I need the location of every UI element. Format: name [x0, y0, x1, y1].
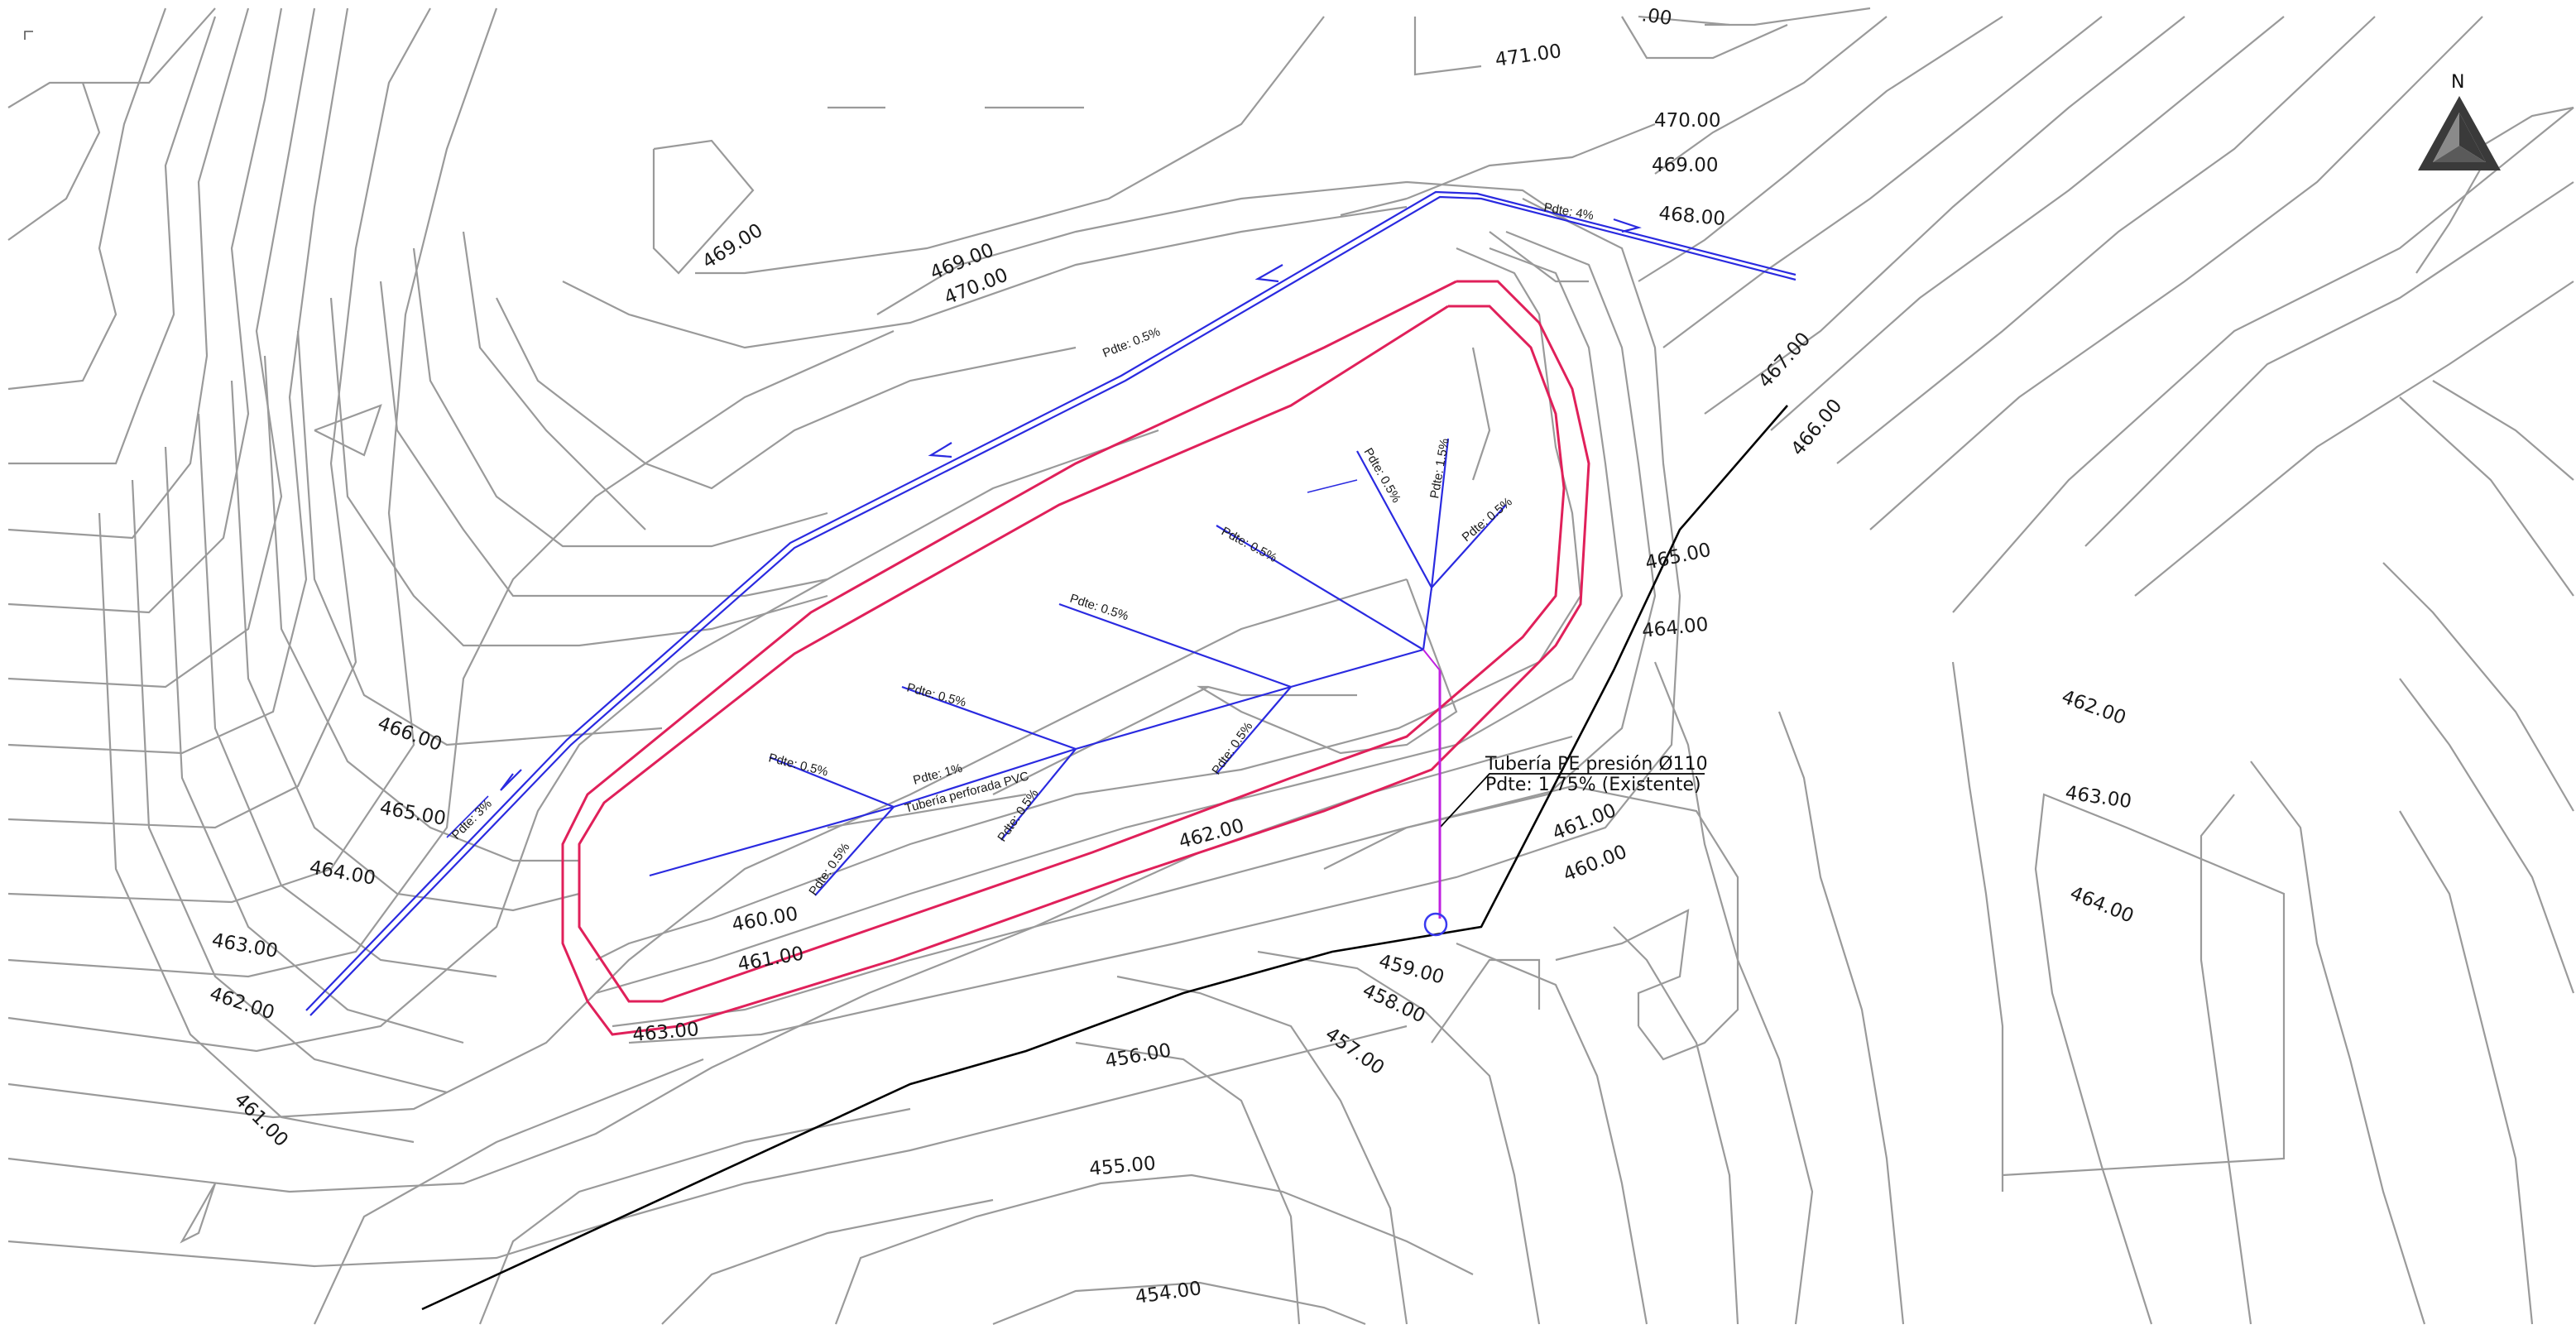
pond-boundary	[561, 280, 1590, 1036]
slope-label: Pdte: 0.5%	[905, 680, 967, 709]
north-label: N	[2451, 72, 2464, 93]
contour-label: 464.00	[308, 857, 377, 890]
contour-label: 468.00	[1657, 203, 1725, 230]
north-arrow-icon: N	[2418, 72, 2501, 170]
existing-pe-pipe[interactable]	[421, 405, 1788, 1311]
outlet-manhole[interactable]	[1423, 912, 1448, 937]
contour-label: 461.00	[1550, 799, 1619, 844]
contour-label: 460.00	[1561, 841, 1630, 885]
contour-label: 465.00	[378, 797, 448, 830]
outlet-pipe[interactable]	[1422, 649, 1442, 919]
slope-label: Pdte: 0.5%	[1101, 324, 1162, 360]
contour-lines	[7, 7, 2575, 1326]
contour-label: 464.00	[2067, 882, 2137, 927]
contour-label: 469.00	[1652, 155, 1718, 176]
contour-label: 459.00	[1376, 951, 1446, 989]
contour-label: 462.00	[2059, 686, 2129, 729]
contour-label: 454.00	[1134, 1278, 1202, 1308]
contour-label: 462.00	[207, 983, 277, 1025]
contour-label: 470.00	[1654, 110, 1720, 132]
slope-label: Pdte: 1%	[912, 761, 964, 788]
contour-label: 465.00	[1643, 540, 1713, 574]
slope-labels: Pdte: 4% Pdte: 0.5% Pdte: 3% Pdte: 0.5% …	[449, 200, 1595, 898]
contour-label: 455.00	[1088, 1153, 1156, 1180]
slope-label: Pdte: 0.5%	[1219, 525, 1279, 565]
slope-label: Pdte: 0.5%	[1209, 719, 1255, 777]
partial-label: .00	[1640, 4, 1673, 30]
drainage-pipes[interactable]	[305, 190, 1796, 1016]
contour-label: 466.00	[1787, 395, 1847, 459]
existing-pipe-name: Tubería PE presión Ø110	[1485, 754, 1708, 775]
contour-label: 467.00	[1754, 329, 1815, 392]
slope-label: Pdte: 0.5%	[767, 751, 829, 779]
existing-pipe-note: Tubería PE presión Ø110 Pdte: 1.75% (Exi…	[1485, 754, 1708, 795]
contour-label: 463.00	[2064, 782, 2132, 813]
contour-label: 456.00	[1104, 1039, 1173, 1073]
existing-pipe-slope: Pdte: 1.75% (Existente)	[1485, 775, 1701, 795]
slope-label: Pdte: 1.5%	[1427, 437, 1451, 499]
contour-label: 464.00	[1641, 614, 1710, 642]
slope-label: Pdte: 0.5%	[1460, 495, 1515, 545]
contour-label: 458.00	[1359, 980, 1428, 1028]
slope-label: Pdte: 4%	[1542, 200, 1595, 223]
contour-labels: 471.00 470.00 469.00 468.00 469.00 470.0…	[207, 4, 2137, 1308]
slope-label: Pdte: 3%	[449, 797, 495, 842]
contour-label: 469.00	[698, 219, 766, 273]
contour-label: 471.00	[1494, 41, 1562, 71]
viewport-corner	[24, 31, 33, 40]
contour-label: 463.00	[210, 929, 280, 962]
contour-label: 457.00	[1322, 1024, 1389, 1079]
